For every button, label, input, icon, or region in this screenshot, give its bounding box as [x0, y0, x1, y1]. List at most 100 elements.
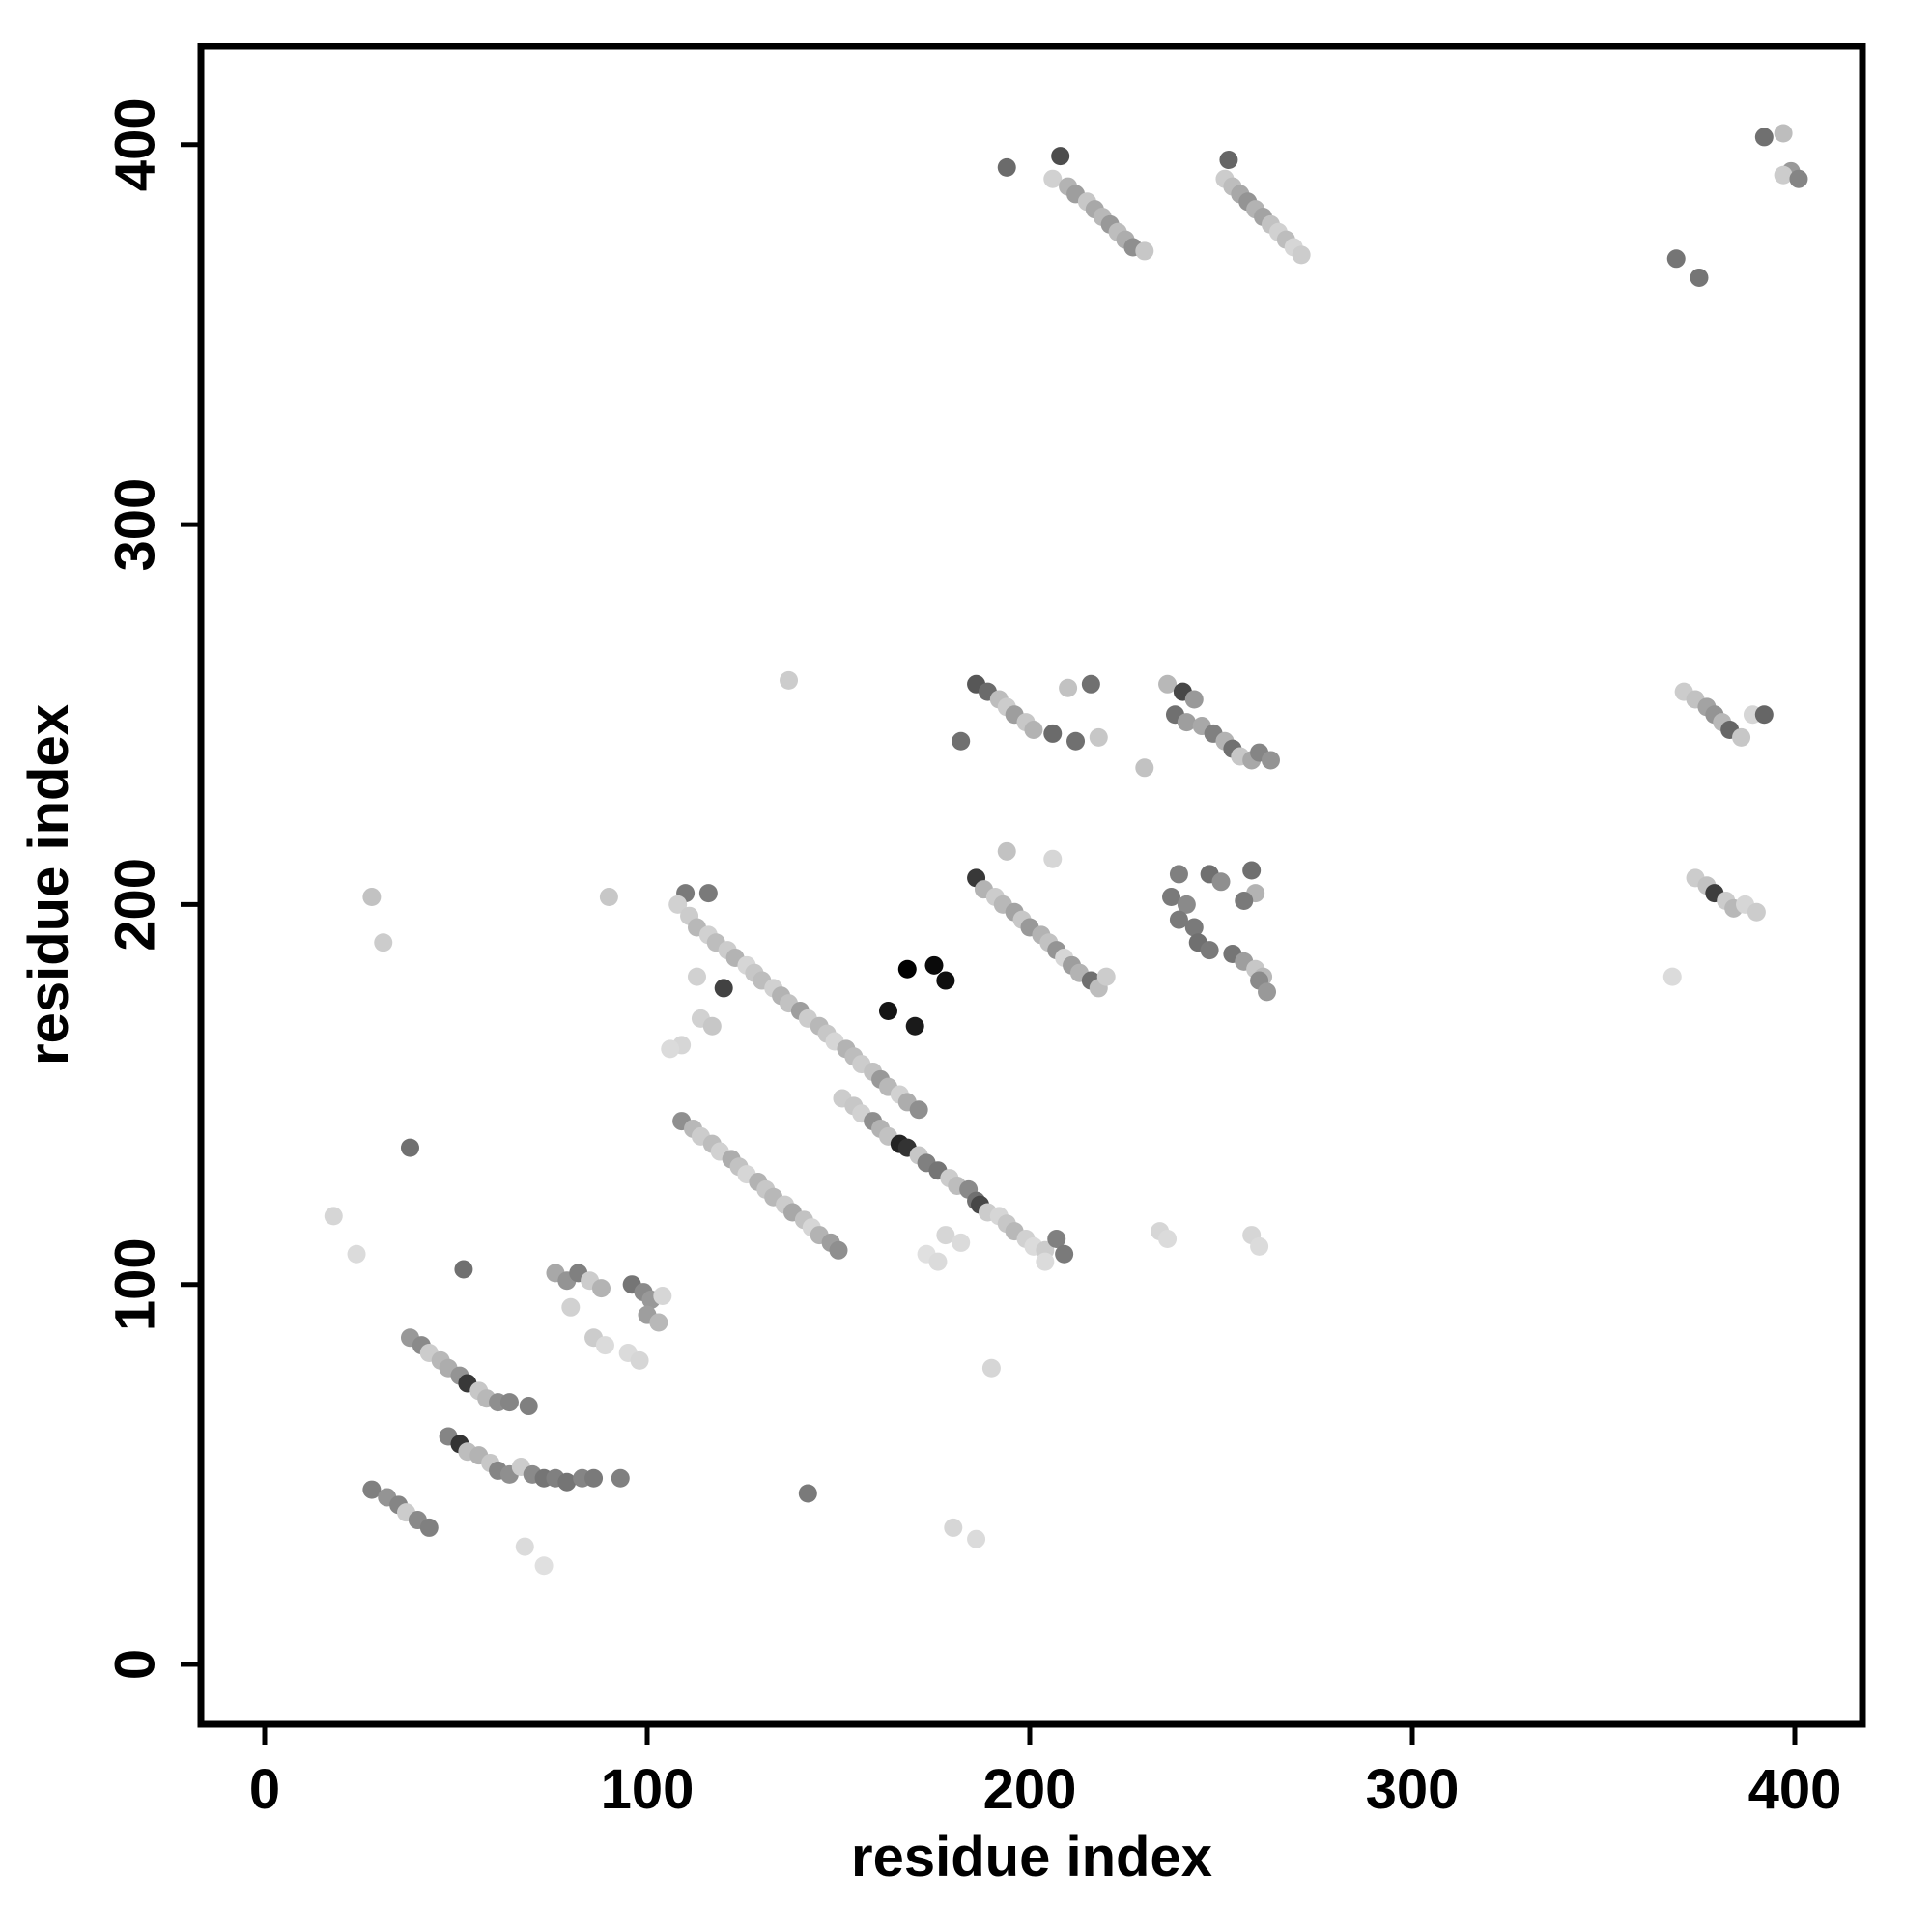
data-point — [780, 670, 799, 690]
data-point — [324, 1207, 343, 1226]
data-point — [702, 1016, 722, 1036]
data-point — [362, 1480, 382, 1499]
data-point — [1051, 147, 1070, 166]
data-point — [347, 1244, 366, 1264]
data-point — [419, 1518, 439, 1537]
tick-labels: 0 100 200 300 400 0 100 200 300 400 — [104, 98, 1842, 1821]
data-point — [595, 1336, 614, 1355]
data-point — [630, 1350, 649, 1370]
data-point — [649, 1313, 668, 1332]
data-point — [1081, 674, 1100, 694]
data-points-layer — [324, 124, 1808, 1576]
data-point — [997, 157, 1016, 177]
data-point — [599, 888, 618, 907]
data-point — [952, 731, 971, 751]
data-point — [515, 1537, 534, 1556]
y-tick-label: 200 — [104, 858, 167, 952]
x-tick-label: 400 — [1748, 1758, 1842, 1821]
data-point — [1242, 861, 1262, 880]
data-point — [1162, 888, 1181, 907]
data-point — [1200, 941, 1219, 960]
data-point — [944, 1518, 963, 1537]
data-point — [561, 1297, 581, 1317]
data-point — [661, 1039, 680, 1059]
data-point — [1732, 727, 1751, 747]
data-point — [1066, 731, 1086, 751]
plot-frame — [197, 43, 1866, 1728]
data-point — [1690, 268, 1709, 287]
data-point — [1158, 1230, 1178, 1249]
data-point — [928, 1252, 948, 1271]
data-point — [981, 1358, 1001, 1378]
data-point — [1184, 690, 1204, 709]
data-point — [1043, 169, 1063, 188]
data-point — [1666, 249, 1686, 269]
data-point — [1774, 124, 1793, 143]
y-tick-label: 400 — [104, 98, 167, 191]
data-point — [897, 959, 917, 979]
data-point — [1292, 245, 1311, 265]
data-point — [454, 1260, 473, 1279]
data-point — [1135, 242, 1154, 261]
x-tick-label: 100 — [601, 1758, 695, 1821]
data-point — [611, 1468, 630, 1488]
x-tick-label: 300 — [1366, 1758, 1460, 1821]
data-point — [1059, 678, 1078, 697]
data-point — [698, 884, 718, 903]
data-point — [687, 967, 706, 986]
data-point — [1043, 849, 1063, 868]
data-point — [1047, 1230, 1066, 1249]
x-axis-title: residue index — [851, 1826, 1212, 1889]
data-point — [952, 1233, 971, 1252]
data-point — [591, 1279, 611, 1298]
data-point — [714, 979, 733, 998]
tickmarks — [181, 142, 1798, 1745]
data-point — [1747, 902, 1766, 922]
data-point — [1096, 967, 1116, 986]
y-axis-title: residue index — [17, 704, 80, 1065]
data-point — [798, 1484, 817, 1503]
data-point — [1754, 128, 1774, 147]
data-point — [557, 1472, 577, 1492]
data-point — [499, 1393, 519, 1412]
y-tick-label: 0 — [104, 1649, 167, 1680]
data-point — [653, 1286, 672, 1305]
data-point — [1219, 151, 1238, 170]
data-point — [997, 841, 1016, 861]
data-point — [1184, 918, 1204, 937]
data-point — [1177, 895, 1196, 914]
data-point — [1043, 724, 1063, 743]
data-point — [362, 888, 382, 907]
data-point — [374, 933, 393, 952]
data-point — [584, 1468, 604, 1488]
data-point — [1774, 165, 1793, 185]
data-point — [1089, 727, 1108, 747]
data-point — [1177, 713, 1196, 732]
data-point — [1211, 872, 1231, 892]
data-point — [878, 1002, 897, 1021]
data-point — [534, 1556, 554, 1576]
data-point — [1036, 1252, 1055, 1271]
x-tick-label: 0 — [249, 1758, 280, 1821]
data-point — [909, 1100, 928, 1120]
data-point — [1135, 758, 1154, 778]
data-point — [400, 1138, 419, 1157]
data-point — [829, 1240, 848, 1260]
data-point — [1158, 674, 1178, 694]
y-tick-label: 300 — [104, 478, 167, 572]
data-point — [1250, 1236, 1269, 1256]
data-point — [1055, 1244, 1074, 1264]
data-point — [668, 895, 688, 914]
x-tick-label: 200 — [983, 1758, 1077, 1821]
data-point — [1258, 982, 1277, 1002]
data-point — [519, 1397, 538, 1416]
data-point — [1789, 169, 1808, 188]
data-point — [1024, 720, 1043, 739]
data-point — [924, 955, 944, 975]
data-point — [1261, 751, 1280, 770]
data-point — [1169, 865, 1188, 884]
data-point — [1754, 705, 1774, 724]
data-point — [1235, 891, 1254, 910]
data-point — [936, 1226, 955, 1245]
